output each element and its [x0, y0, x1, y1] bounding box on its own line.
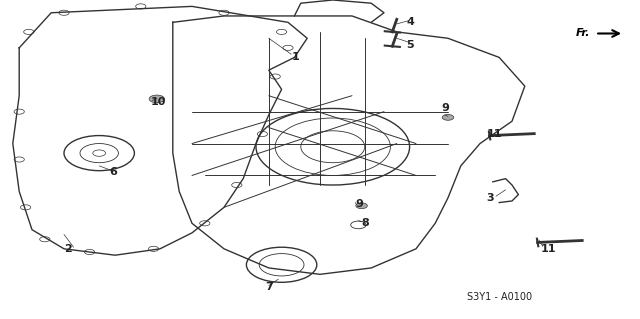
Text: 6: 6	[109, 167, 116, 177]
Text: Fr.: Fr.	[575, 28, 590, 39]
Text: 5: 5	[406, 40, 414, 50]
Text: 1: 1	[291, 52, 299, 63]
Text: 10: 10	[150, 97, 166, 107]
Text: 11: 11	[541, 244, 556, 254]
Circle shape	[356, 203, 367, 209]
Text: 2: 2	[64, 244, 72, 254]
Circle shape	[442, 115, 454, 120]
Text: 8: 8	[362, 218, 369, 228]
Text: 9: 9	[442, 103, 449, 114]
Circle shape	[149, 95, 164, 103]
Text: 7: 7	[266, 282, 273, 292]
Text: 4: 4	[406, 17, 414, 27]
Text: 9: 9	[355, 199, 363, 209]
Text: S3Y1 - A0100: S3Y1 - A0100	[467, 292, 532, 302]
Text: 11: 11	[486, 129, 502, 139]
Text: 3: 3	[486, 193, 494, 203]
